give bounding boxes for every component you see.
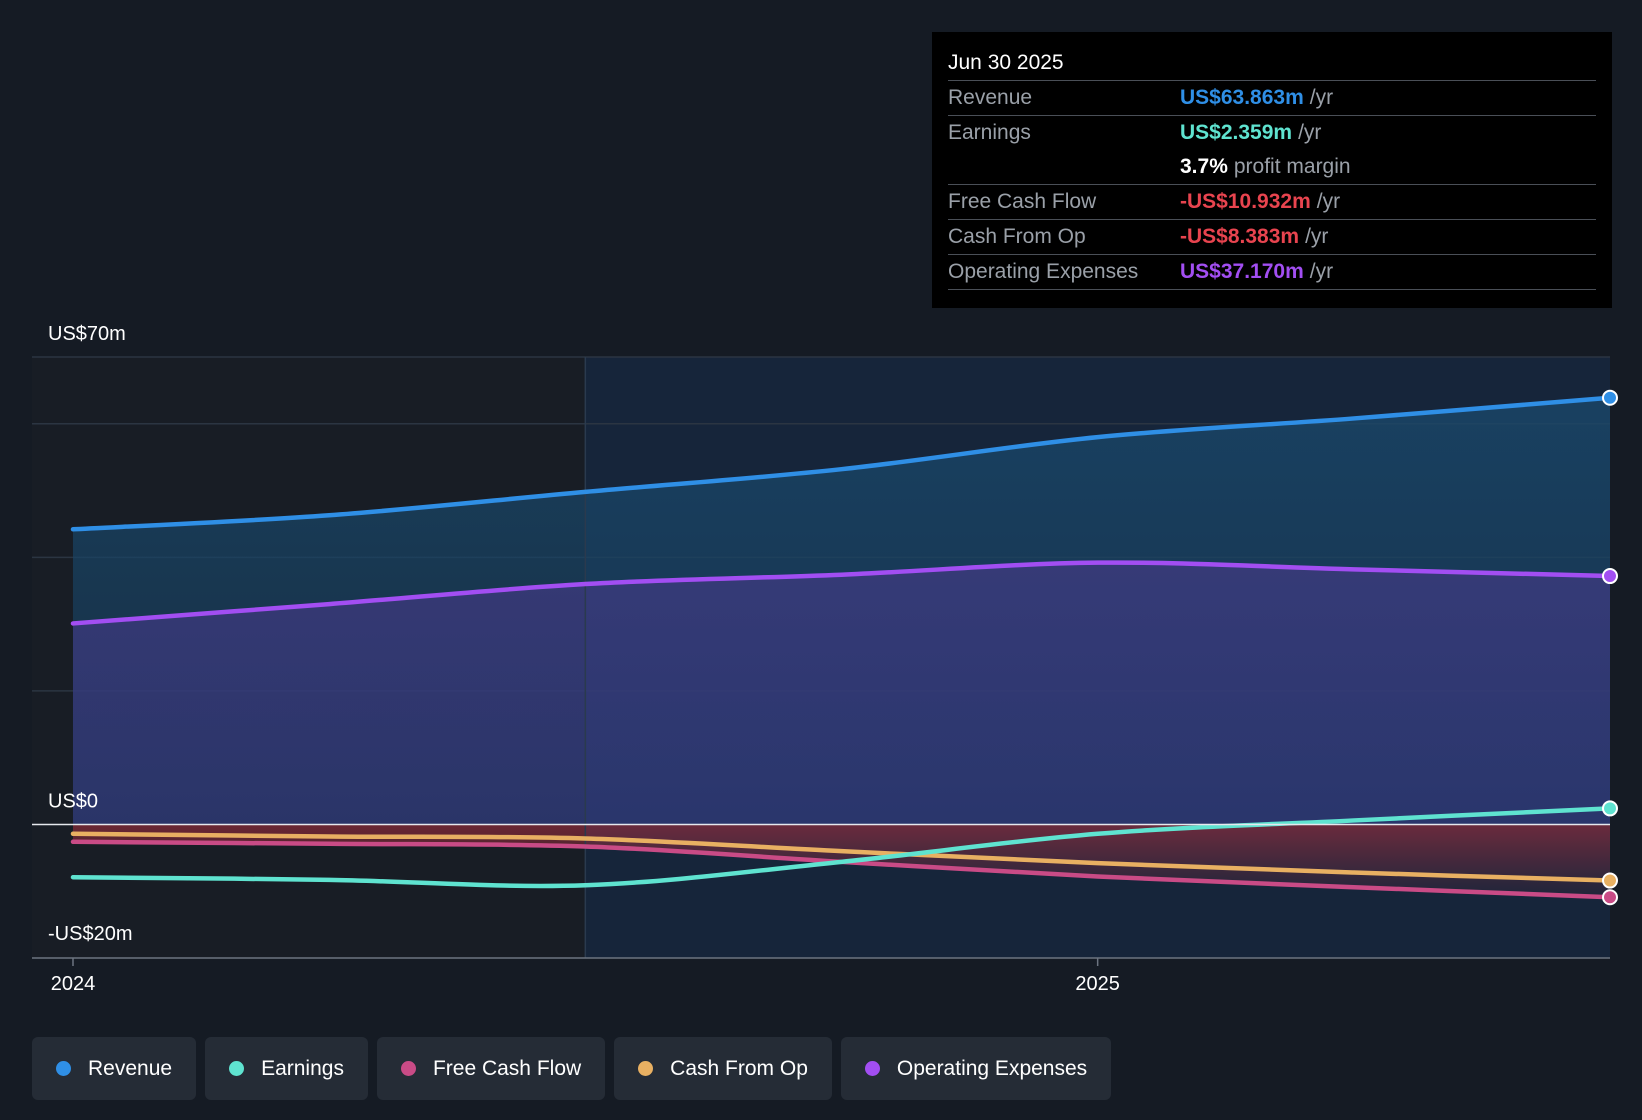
legend: Revenue Earnings Free Cash Flow Cash Fro… xyxy=(32,1037,1112,1100)
legend-item-earnings[interactable]: Earnings xyxy=(205,1037,368,1100)
x-tick-label: 2024 xyxy=(51,973,96,995)
legend-item-revenue[interactable]: Revenue xyxy=(32,1037,197,1100)
legend-label: Operating Expenses xyxy=(896,1056,1088,1080)
tooltip-label: Free Cash Flow xyxy=(948,190,1097,213)
series-line-revenue xyxy=(70,395,1613,532)
tooltip-label: Cash From Op xyxy=(948,225,1086,248)
tooltip-value: -US$8.383m xyxy=(1180,225,1300,248)
tooltip-value: -US$10.932m xyxy=(1180,190,1311,213)
tooltip-row-operating-expenses: Operating Expenses US$37.170m /yr xyxy=(948,254,1596,290)
tooltip-unit: /yr xyxy=(1305,225,1329,248)
end-point-free-cash-flow xyxy=(1602,889,1618,906)
legend-dot-icon xyxy=(56,1061,71,1076)
tooltip-label: Operating Expenses xyxy=(948,260,1139,283)
legend-dot-icon xyxy=(229,1061,245,1076)
tooltip-unit: /yr xyxy=(1309,260,1334,283)
series-line-cash-from-op xyxy=(70,831,1613,883)
tooltip-unit: /yr xyxy=(1309,86,1334,109)
series-line-earnings xyxy=(70,806,1613,889)
tooltip: Jun 30 2025 Revenue US$63.863m /yr Earni… xyxy=(932,32,1612,308)
tooltip-value: 3.7% xyxy=(1180,155,1228,178)
end-point-operating-expenses xyxy=(1602,568,1618,585)
y-label-zero: US$0 xyxy=(48,790,98,812)
tooltip-value: US$37.170m xyxy=(1180,260,1304,283)
tooltip-unit: /yr xyxy=(1298,121,1322,144)
tooltip-label: Earnings xyxy=(948,121,1031,144)
legend-label: Free Cash Flow xyxy=(432,1056,582,1080)
opex-area xyxy=(72,562,1610,825)
end-point-cash-from-op xyxy=(1602,872,1618,889)
tooltip-value: US$63.863m xyxy=(1180,86,1304,109)
legend-dot-icon xyxy=(400,1061,416,1076)
tooltip-label xyxy=(948,150,1180,184)
tooltip-row-cash-from-op: Cash From Op -US$8.383m /yr xyxy=(948,219,1596,254)
legend-label: Cash From Op xyxy=(670,1056,808,1080)
y-label-bottom: -US$20m xyxy=(48,923,132,945)
tooltip-row-free-cash-flow: Free Cash Flow -US$10.932m /yr xyxy=(948,184,1596,219)
tooltip-date: Jun 30 2025 xyxy=(948,51,1064,74)
end-point-earnings xyxy=(1602,800,1618,817)
y-label-top: US$70m xyxy=(48,323,126,345)
tooltip-row-earnings: Earnings US$2.359m /yr xyxy=(948,115,1596,150)
legend-dot-icon xyxy=(638,1061,654,1076)
series-line-operating-expenses xyxy=(70,560,1613,626)
tooltip-value: US$2.359m xyxy=(1180,121,1293,144)
tooltip-unit: profit margin xyxy=(1233,155,1351,178)
legend-label: Earnings xyxy=(261,1056,344,1080)
end-point-revenue xyxy=(1602,389,1618,406)
legend-item-cash-from-op[interactable]: Cash From Op xyxy=(614,1037,832,1100)
tooltip-row-profit-margin: 3.7% profit margin xyxy=(948,150,1596,184)
tooltip-label: Revenue xyxy=(948,86,1033,109)
legend-item-free-cash-flow[interactable]: Free Cash Flow xyxy=(376,1037,606,1100)
tooltip-row-revenue: Revenue US$63.863m /yr xyxy=(948,80,1596,115)
legend-dot-icon xyxy=(864,1061,880,1076)
legend-item-operating-expenses[interactable]: Operating Expenses xyxy=(840,1037,1112,1100)
tooltip-unit: /yr xyxy=(1316,190,1341,213)
legend-label: Revenue xyxy=(88,1056,173,1080)
x-tick-label: 2025 xyxy=(1075,973,1120,995)
